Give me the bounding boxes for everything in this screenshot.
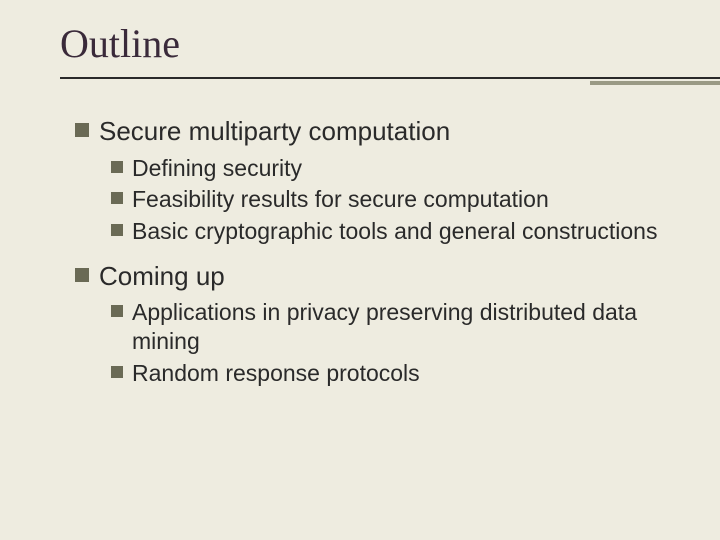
list-item: Basic cryptographic tools and general co… (111, 217, 660, 246)
slide-title: Outline (60, 20, 720, 67)
title-rule (60, 77, 720, 79)
list-item: Random response protocols (111, 359, 660, 388)
list-item-label: Defining security (132, 154, 302, 183)
list-item-label: Applications in privacy preserving distr… (132, 298, 660, 356)
content-area: Secure multiparty computation Defining s… (0, 85, 720, 388)
list-item: Applications in privacy preserving distr… (111, 298, 660, 356)
list-item: Coming up (75, 260, 660, 293)
list-item: Defining security (111, 154, 660, 183)
square-bullet-icon (75, 268, 89, 282)
square-bullet-icon (111, 224, 123, 236)
sublist: Applications in privacy preserving distr… (75, 298, 660, 387)
square-bullet-icon (111, 366, 123, 378)
list-item-label: Basic cryptographic tools and general co… (132, 217, 657, 246)
list-item-label: Random response protocols (132, 359, 420, 388)
title-area: Outline (0, 0, 720, 67)
square-bullet-icon (111, 192, 123, 204)
square-bullet-icon (111, 161, 123, 173)
list-item: Secure multiparty computation (75, 115, 660, 148)
list-item-label: Secure multiparty computation (99, 115, 450, 148)
list-item: Feasibility results for secure computati… (111, 185, 660, 214)
square-bullet-icon (75, 123, 89, 137)
slide: Outline Secure multiparty computation De… (0, 0, 720, 540)
list-item-label: Coming up (99, 260, 225, 293)
square-bullet-icon (111, 305, 123, 317)
list-item-label: Feasibility results for secure computati… (132, 185, 549, 214)
sublist: Defining security Feasibility results fo… (75, 154, 660, 246)
title-rule-wrap (0, 77, 720, 85)
